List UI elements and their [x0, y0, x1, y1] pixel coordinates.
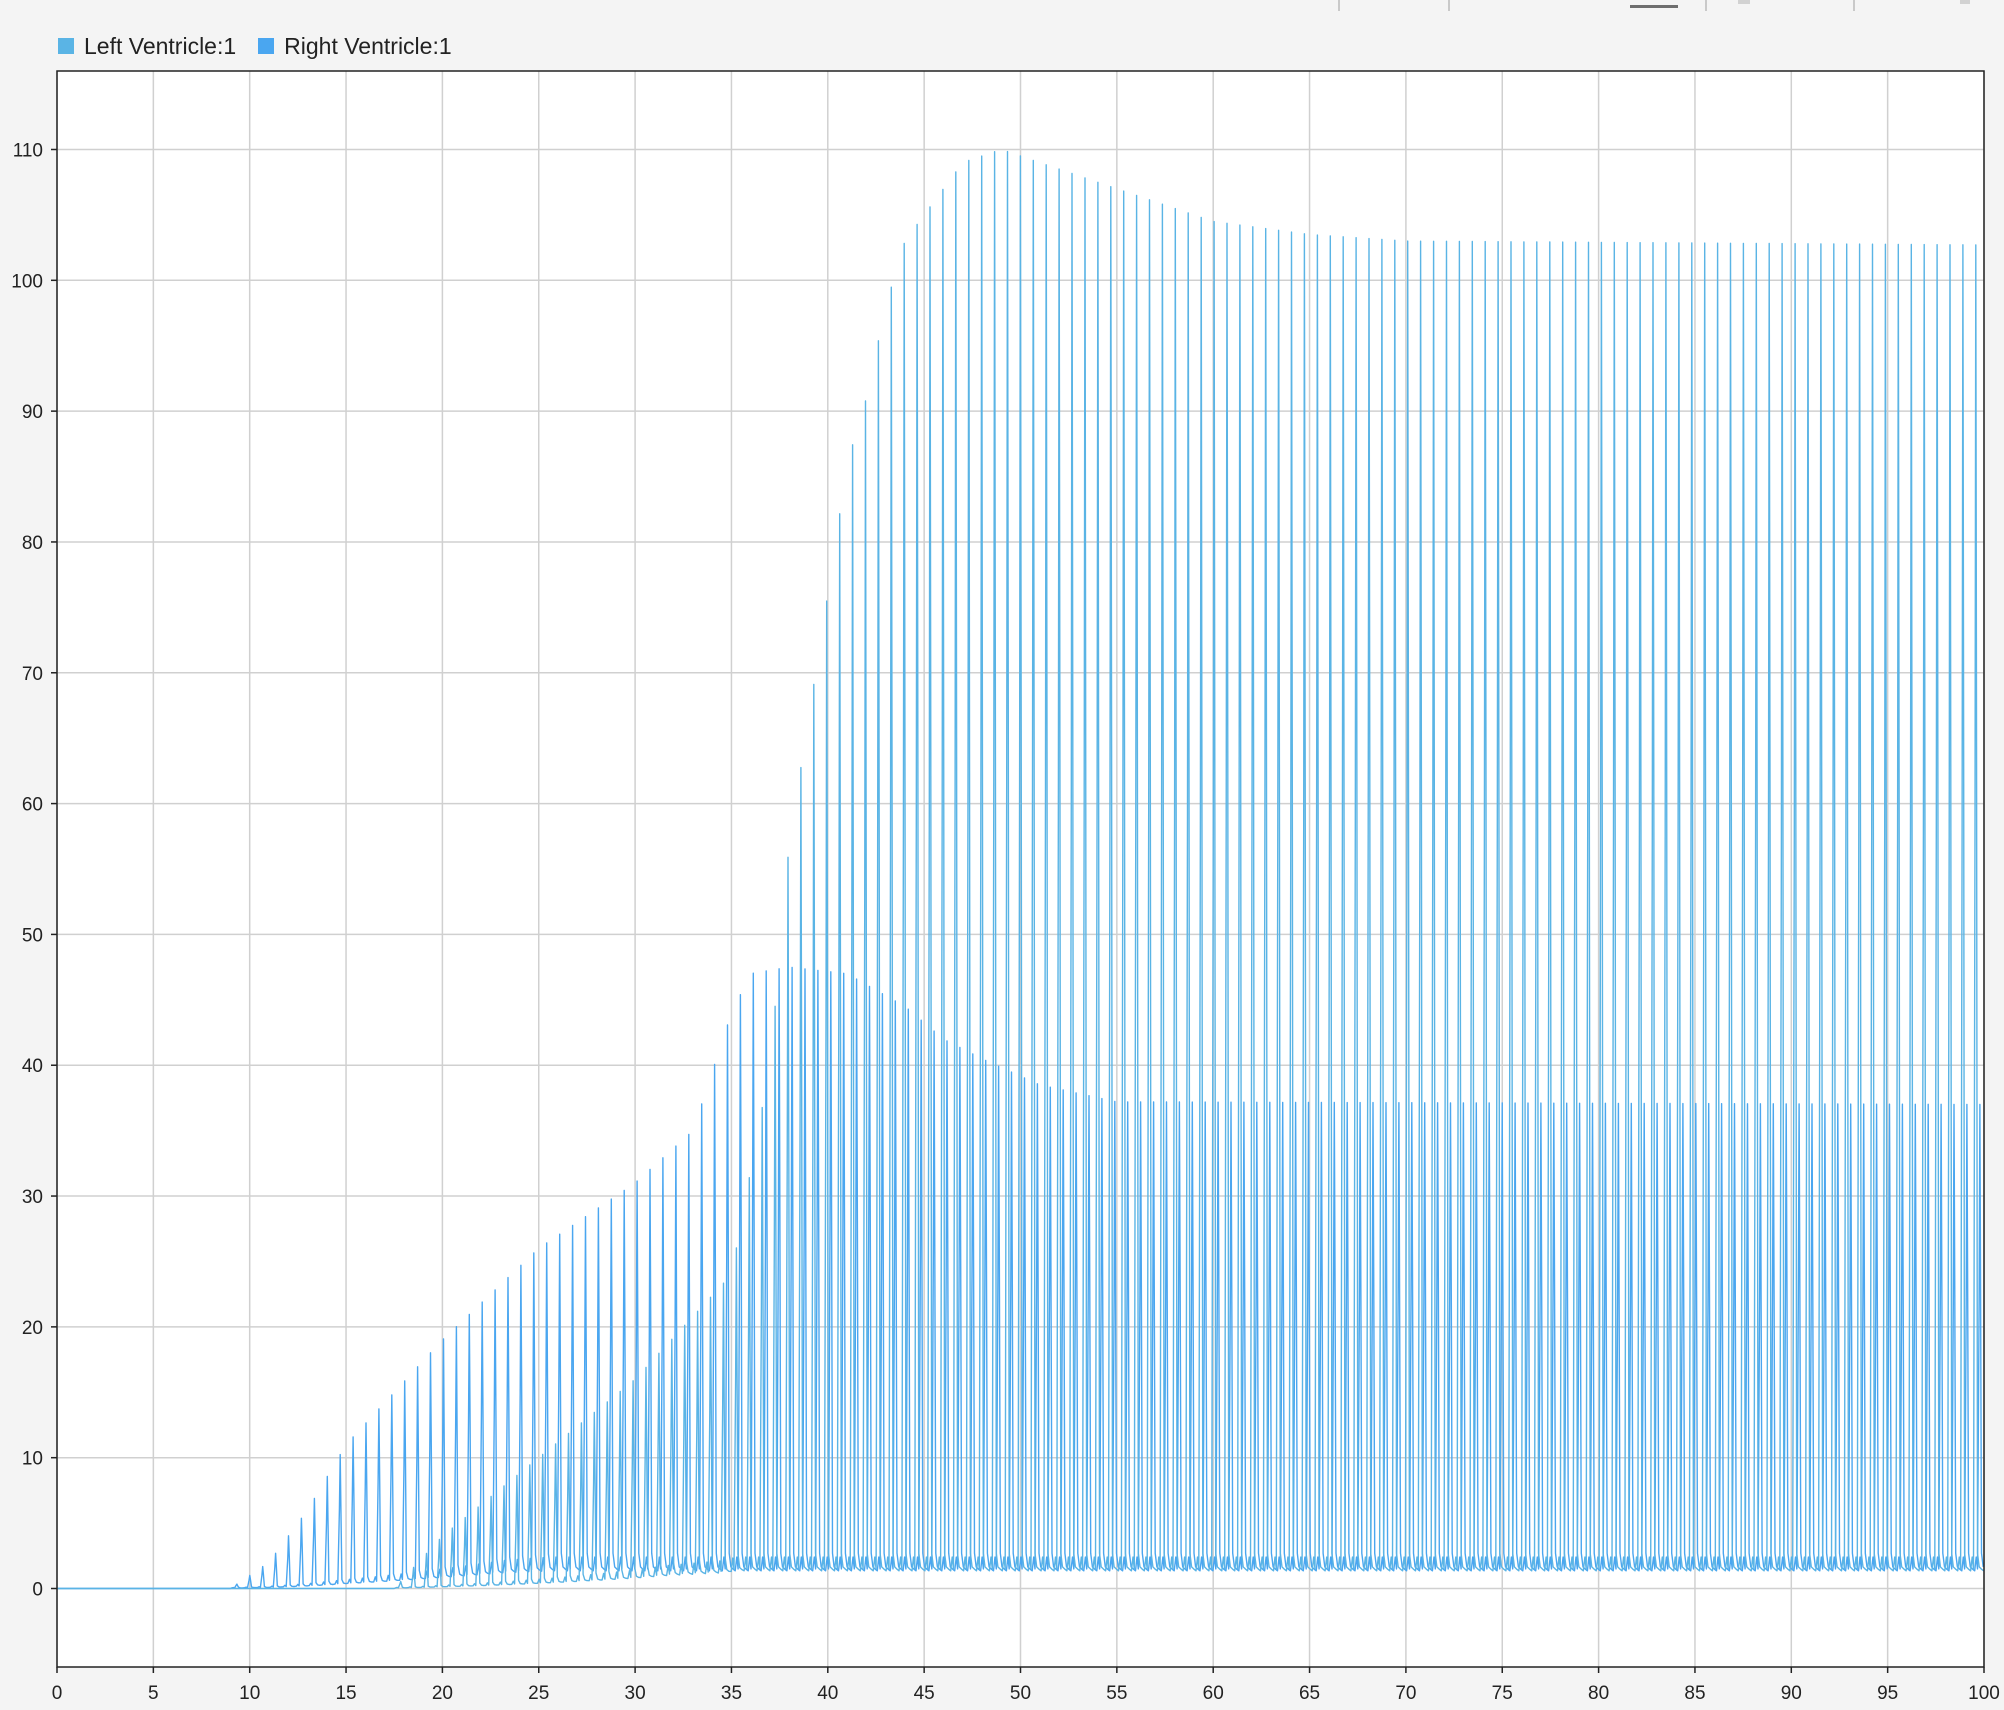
x-tick-label: 25: [528, 1683, 549, 1704]
x-tick-label: 60: [1203, 1683, 1224, 1704]
y-axis: 0 10 20 30 40 50 60 70 80 90 100 110: [11, 140, 57, 1601]
toolbar-separator: [1853, 0, 1855, 11]
y-tick-label: 10: [22, 1449, 43, 1470]
x-tick-label: 40: [817, 1683, 838, 1704]
y-tick-label: 30: [22, 1187, 43, 1208]
y-tick-label: 40: [22, 1056, 43, 1077]
x-tick-label: 75: [1492, 1683, 1513, 1704]
legend-item-left-ventricle[interactable]: Left Ventricle:1: [58, 33, 236, 60]
x-tick-label: 10: [239, 1683, 260, 1704]
legend-label: Left Ventricle:1: [84, 32, 237, 59]
x-tick-label: 80: [1588, 1683, 1609, 1704]
legend-item-right-ventricle[interactable]: Right Ventricle:1: [258, 32, 452, 60]
x-tick-label: 20: [432, 1683, 453, 1704]
x-tick-label: 70: [1395, 1683, 1416, 1704]
x-tick-label: 100: [1968, 1683, 2000, 1704]
x-tick-label: 95: [1877, 1683, 1898, 1704]
y-tick-label: 90: [22, 402, 43, 423]
toolbar-marker: [1960, 0, 1970, 4]
x-tick-label: 45: [914, 1683, 935, 1704]
x-tick-label: 55: [1106, 1683, 1127, 1704]
x-tick-label: 5: [148, 1683, 159, 1704]
x-tick-label: 90: [1781, 1683, 1802, 1704]
legend-label: Right Ventricle:1: [284, 32, 452, 59]
series-line-right-ventricle: [57, 966, 1984, 1590]
toolbar-indicator: [1630, 5, 1678, 8]
toolbar-separator: [1338, 0, 1340, 11]
x-tick-label: 50: [1010, 1683, 1031, 1704]
y-tick-label: 50: [22, 925, 43, 946]
x-tick-label: 65: [1299, 1683, 1320, 1704]
y-tick-label: 0: [32, 1580, 43, 1601]
series-layer: [57, 150, 1985, 1590]
toolbar-separator: [1705, 0, 1707, 11]
x-tick-label: 0: [52, 1683, 63, 1704]
y-tick-label: 100: [11, 271, 43, 292]
x-tick-label: 30: [625, 1683, 646, 1704]
y-tick-label: 70: [22, 664, 43, 685]
toolbar-separator: [1448, 0, 1450, 11]
legend: Left Ventricle:1 Right Ventricle:1: [58, 30, 452, 62]
toolbar-strip: [0, 0, 2004, 14]
y-tick-label: 110: [13, 140, 43, 161]
x-axis: 0 5 10 15 20 25 30 35 40 45 50 55 60 65 70 75 80 85 90 95 10…: [52, 1667, 2000, 1704]
x-tick-label: 35: [721, 1683, 742, 1704]
y-tick-label: 20: [22, 1318, 43, 1339]
y-tick-label: 60: [22, 795, 43, 816]
y-tick-label: 80: [22, 533, 43, 554]
series-line-left-ventricle: [57, 150, 1985, 1590]
legend-swatch: [58, 38, 74, 54]
x-tick-label: 15: [335, 1683, 356, 1704]
toolbar-marker: [1738, 0, 1750, 4]
legend-swatch: [258, 38, 275, 54]
x-tick-label: 85: [1684, 1683, 1705, 1704]
